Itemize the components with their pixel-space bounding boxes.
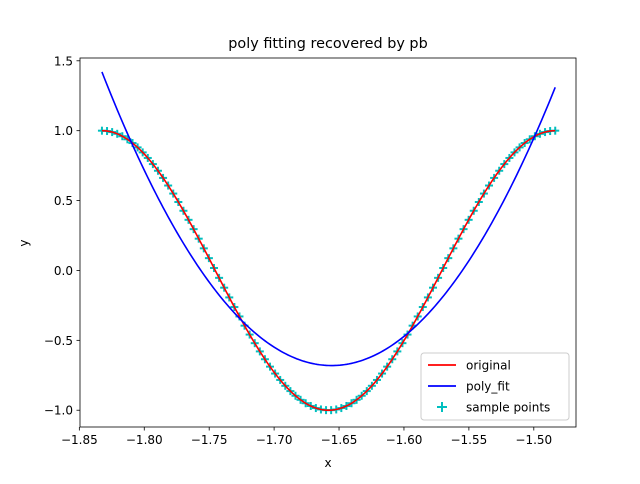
y-tick-label: 0.5 [54, 194, 73, 208]
y-axis: −1.0 −0.5 0.0 0.5 1.0 1.5 [44, 54, 80, 418]
x-tick-label: −1.65 [321, 433, 358, 447]
x-tick-label: −1.50 [515, 433, 552, 447]
legend-sample-label: sample points [466, 401, 550, 415]
original-line [101, 129, 556, 412]
legend: original poly_fit sample points [420, 352, 570, 421]
x-axis-label: x [324, 456, 331, 470]
y-tick-label: −0.5 [44, 334, 73, 348]
y-axis-label: y [17, 239, 31, 246]
y-tick-label: 1.5 [54, 54, 73, 68]
plot-area [97, 71, 560, 415]
y-tick-label: 1.0 [54, 124, 73, 138]
x-tick-label: −1.75 [191, 433, 228, 447]
y-tick-label: −1.0 [44, 404, 73, 418]
x-axis: −1.85 −1.80 −1.75 −1.70 −1.65 −1.60 −1.55 −1.50 [61, 427, 552, 447]
x-tick-label: −1.55 [450, 433, 487, 447]
chart-title: poly fitting recovered by pb [228, 36, 427, 52]
axes-frame [79, 57, 577, 428]
legend-box [420, 352, 570, 421]
x-tick-label: −1.85 [61, 433, 98, 447]
legend-polyfit-label: poly_fit [466, 380, 510, 394]
x-tick-label: −1.60 [386, 433, 423, 447]
x-tick-label: −1.80 [126, 433, 163, 447]
poly-fit-line [101, 71, 556, 367]
x-tick-label: −1.70 [256, 433, 293, 447]
legend-original-label: original [466, 359, 511, 373]
legend-sample-marker [437, 402, 447, 412]
y-tick-label: 0.0 [54, 264, 73, 278]
